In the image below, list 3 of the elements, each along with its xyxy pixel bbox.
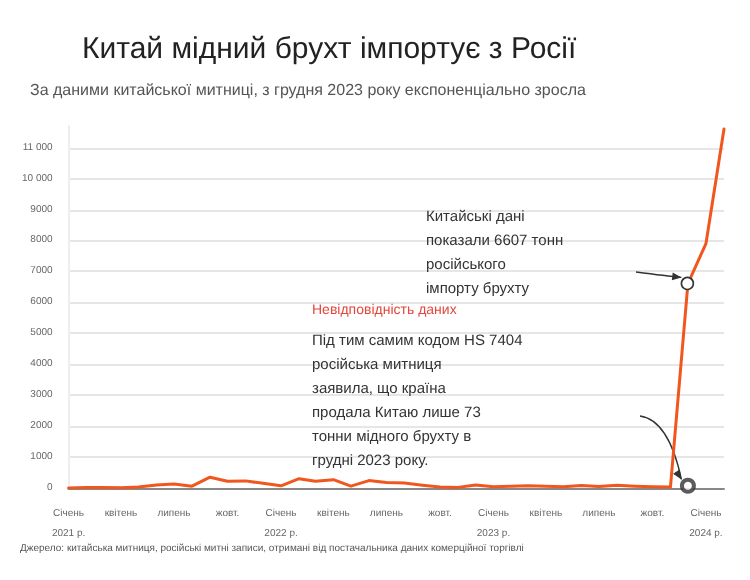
chart-title: Китай мідний брухт імпортує з Росії [82, 32, 578, 66]
line-series [67, 127, 726, 490]
chart-subtitle: За даними китайської митниці, з грудня 2023 року експоненціально зросла [30, 81, 587, 99]
